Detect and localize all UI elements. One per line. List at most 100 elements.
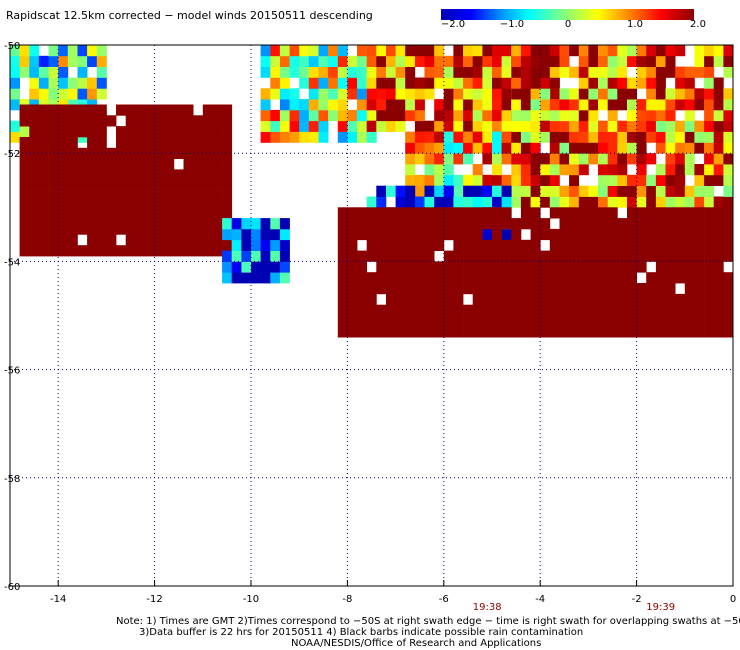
wind-cell [472,45,483,57]
wind-cell [559,272,570,284]
wind-cell [434,207,445,219]
wind-cell [38,212,49,224]
wind-cell [578,250,589,262]
wind-cell [260,228,271,241]
wind-cell [357,304,367,316]
wind-cell [646,304,657,316]
wind-cell [289,131,300,143]
wind-cell [96,45,107,57]
wind-cell [125,115,136,127]
wind-cell [617,293,628,306]
wind-cell [443,109,454,122]
wind-cell [501,77,512,89]
wind-cell [19,245,30,257]
wind-cell [482,272,493,284]
wind-cell [569,261,580,273]
wind-cell [723,272,733,284]
wind-cell [472,164,483,176]
wind-cell [173,169,184,181]
wind-cell [540,88,551,100]
wind-cell [19,104,30,116]
wind-cell [549,304,560,316]
wind-cell [588,218,599,230]
wind-cell [684,131,695,143]
wind-cell [665,261,676,273]
wind-cell [125,169,136,181]
wind-cell [279,218,290,230]
x-tick-label: -12 [146,594,162,605]
wind-cell [270,131,281,143]
wind-cell [646,99,657,111]
wind-cell [540,174,551,186]
wind-cell [501,283,512,295]
wind-cell [453,142,464,154]
wind-cell [713,77,724,89]
wind-cell [434,174,445,186]
wind-cell [347,272,358,284]
wind-cell [492,250,502,262]
wind-cell [145,234,155,246]
wind-cell [501,272,512,284]
wind-cell [29,191,40,203]
wind-cell [48,158,59,170]
wind-cell [617,55,628,67]
wind-cell [578,272,589,284]
wind-cell [559,88,570,100]
wind-cell [424,196,435,208]
wind-cell [212,201,223,214]
wind-cell [627,77,637,89]
wind-cell [453,326,464,338]
wind-cell [357,261,367,273]
wind-cell [318,45,329,57]
wind-cell [549,174,560,186]
wind-cell [646,120,657,132]
wind-cell [48,223,59,235]
wind-cell [627,55,637,67]
wind-cell [578,196,589,208]
wind-cell [366,99,377,111]
wind-cell [125,137,136,149]
wind-cell [424,228,435,241]
wind-cell [520,99,531,111]
wind-cell [578,283,589,295]
wind-cell [655,77,666,89]
wind-cell [251,272,261,284]
wind-cell [106,191,117,203]
wind-cell [472,77,483,89]
wind-cell [424,153,435,165]
wind-cell [67,245,78,257]
wind-cell [434,55,445,67]
wind-cell [183,212,194,224]
wind-cell [376,45,387,57]
wind-cell [434,153,445,165]
wind-cell [424,326,435,338]
wind-cell [617,272,628,284]
wind-cell [279,261,290,273]
x-tick-label: -4 [535,594,545,605]
wind-cell [270,88,281,100]
wind-cell [636,283,647,295]
wind-cell [366,88,377,100]
wind-cell [665,272,676,284]
wind-cell [212,158,223,170]
wind-cell [96,201,107,214]
wind-cell [125,201,136,214]
wind-cell [453,120,464,132]
wind-cell [598,66,608,78]
wind-cell [48,191,59,203]
wind-cell [655,120,666,132]
wind-cell [588,88,599,100]
wind-cell [636,196,647,208]
wind-cell [154,158,165,170]
wind-cell [328,66,339,78]
wind-cell [424,66,435,78]
wind-cell [569,120,580,132]
wind-cell [530,304,541,316]
wind-cell [96,223,107,235]
wind-cell [443,250,454,262]
wind-cell [173,104,184,116]
wind-cell [646,207,657,219]
wind-cell [482,142,493,154]
wind-cell [116,147,126,159]
wind-cell [96,66,107,78]
